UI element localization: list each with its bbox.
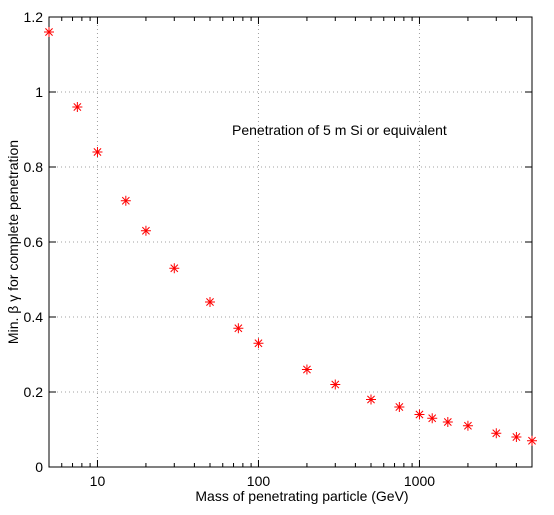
chart-annotation: Penetration of 5 m Si or equivalent [232, 122, 447, 138]
tick-labels: 0 0.2 0.4 0.6 0.8 1 1.2 10 100 1000 [24, 9, 436, 489]
data-point [414, 409, 425, 420]
data-point [169, 263, 180, 274]
data-points [44, 27, 537, 446]
x-tick-label: 1000 [404, 473, 435, 489]
data-point [120, 195, 131, 206]
x-tick-label: 100 [247, 473, 271, 489]
data-point [527, 435, 537, 446]
data-point [233, 323, 244, 334]
data-point [511, 432, 522, 442]
data-point [301, 364, 312, 375]
plot-frame [48, 16, 533, 468]
grid [49, 17, 532, 467]
data-point [427, 413, 438, 424]
y-tick-label: 0.2 [24, 384, 44, 400]
y-tick-label: 0.8 [24, 159, 44, 175]
data-point [253, 338, 264, 349]
data-point [72, 102, 83, 112]
data-point [92, 147, 103, 157]
x-axis-label: Mass of penetrating particle (GeV) [195, 488, 408, 504]
data-point [330, 379, 341, 390]
data-point [205, 297, 215, 307]
data-point [366, 394, 376, 405]
y-tick-label: 1.2 [24, 9, 44, 25]
data-point [491, 428, 502, 439]
y-tick-label: 1 [35, 84, 43, 100]
data-point [462, 420, 473, 431]
y-tick-label: 0.6 [24, 234, 44, 250]
x-tick-label: 10 [90, 473, 106, 489]
data-point [44, 27, 54, 37]
y-tick-label: 0 [35, 459, 43, 475]
y-axis-label: Min. β γ for complete penetration [5, 140, 21, 344]
data-point [442, 417, 453, 427]
data-point [140, 225, 151, 236]
data-point [394, 402, 405, 412]
y-tick-label: 0.4 [24, 309, 44, 325]
